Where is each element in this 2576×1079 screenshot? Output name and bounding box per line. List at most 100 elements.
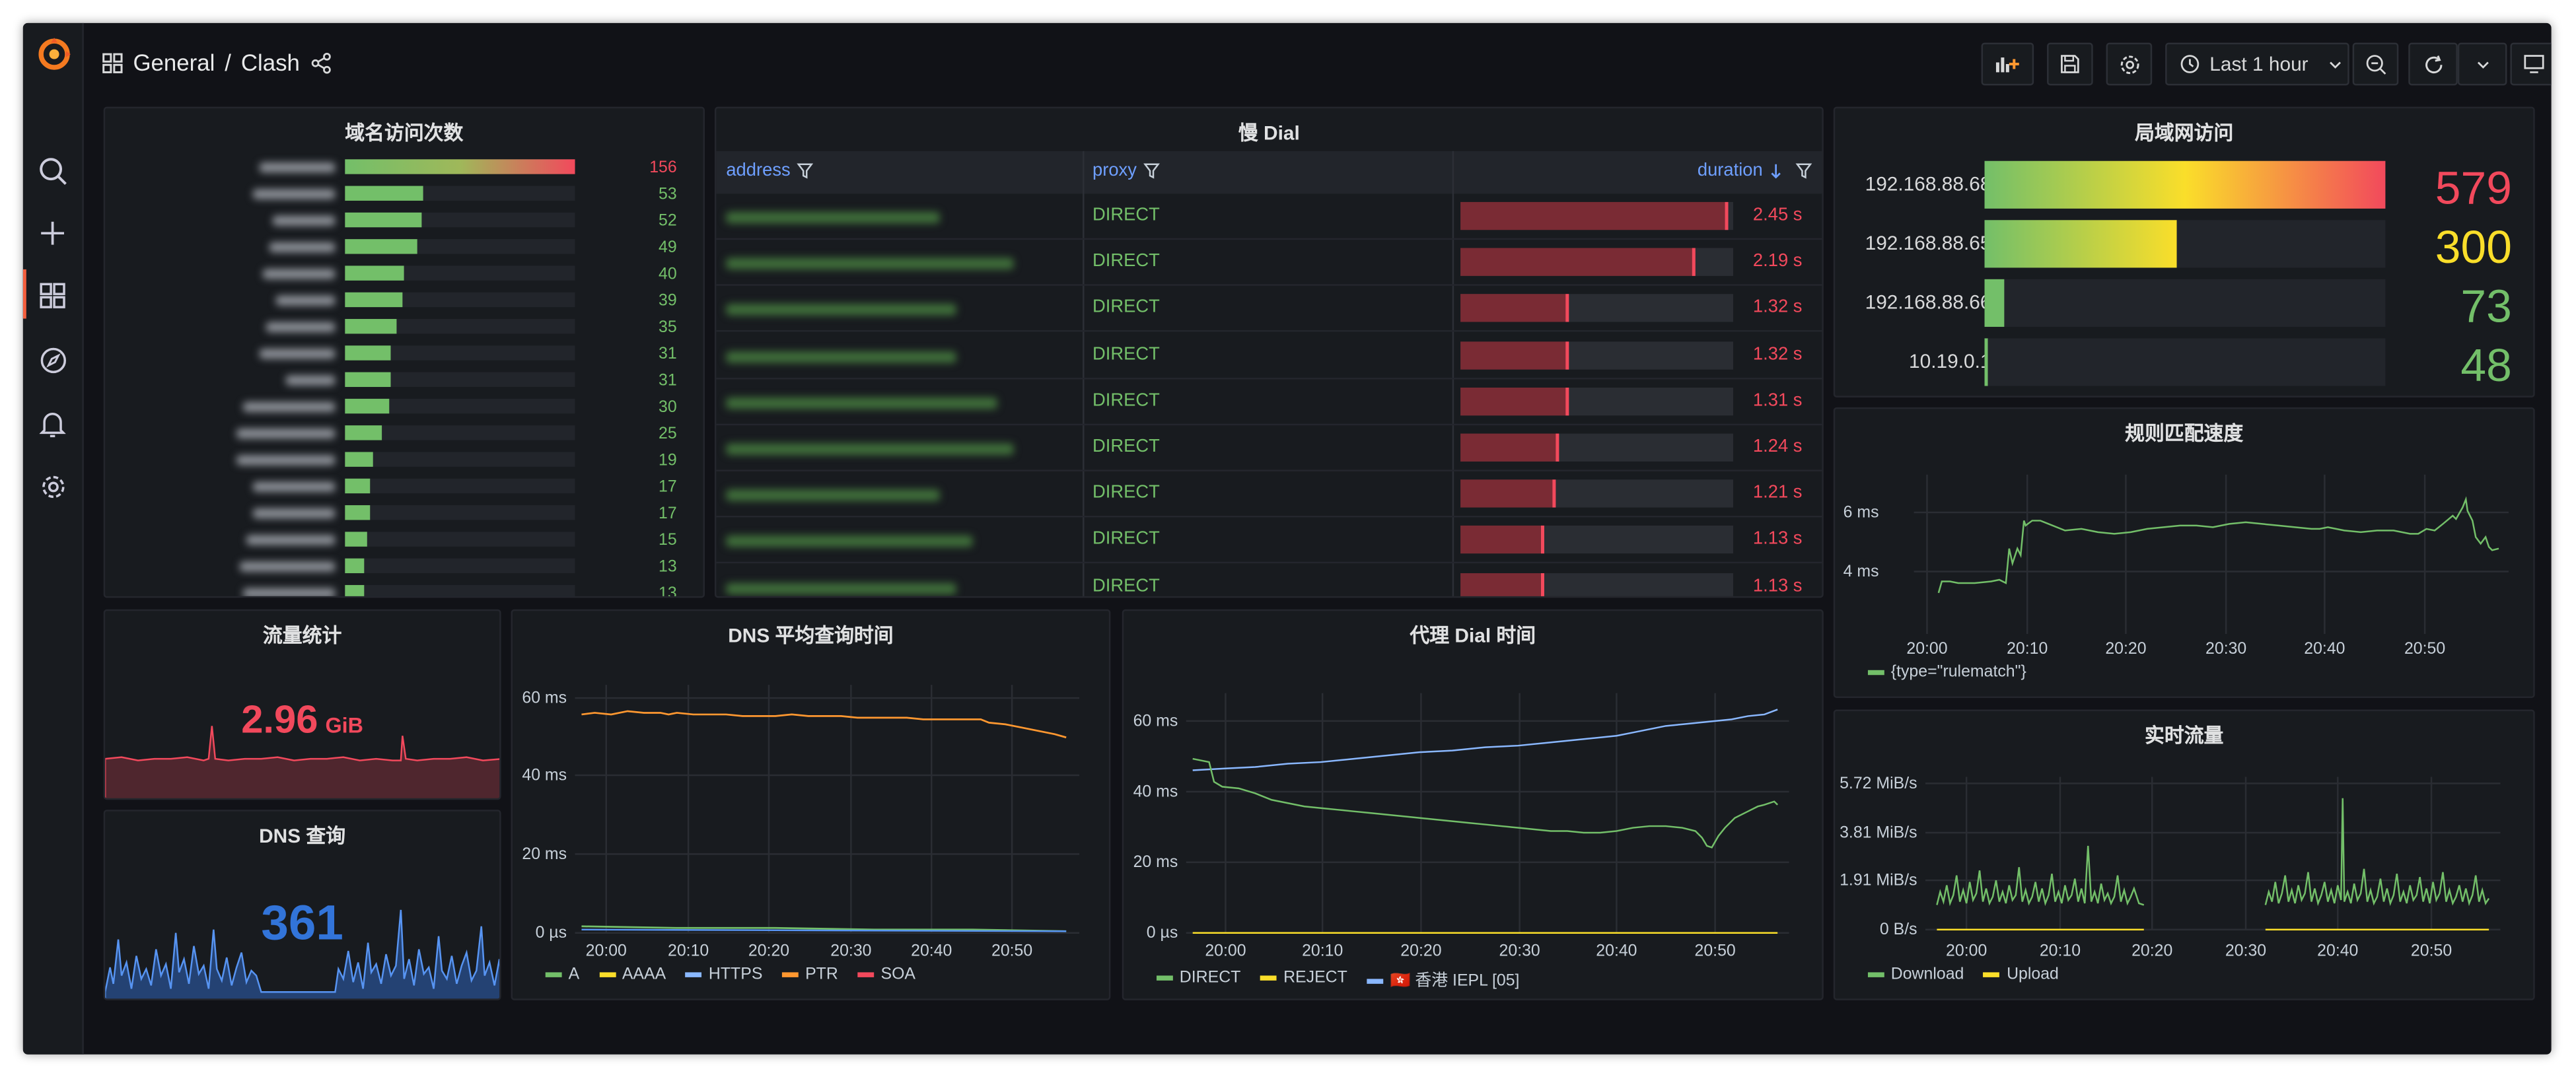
legend-item[interactable]: Upload [1984,965,2059,984]
breadcrumb-separator: / [225,49,231,76]
table-row[interactable]: DIRECT 1.31 s [716,379,1822,425]
x-tick-label: 20:30 [830,942,871,960]
legend-label: A [568,965,580,984]
tv-mode-button[interactable] [2510,42,2552,86]
table-row[interactable]: DIRECT 1.13 s [716,518,1822,565]
y-tick-label: 4 ms [1843,562,1879,580]
panel-title[interactable]: 慢 Dial [1238,122,1300,145]
domain-bar [345,319,397,334]
proxy-cell: DIRECT [1092,205,1160,225]
panel-title[interactable]: 域名访问次数 [345,122,464,145]
dns-stat-value: 361 [261,897,343,952]
legend-item[interactable]: PTR [782,965,838,984]
explore-compass-icon[interactable] [36,343,69,376]
add-panel-button[interactable] [1981,42,2034,86]
dashboards-grid-icon[interactable] [36,279,69,312]
table-header [716,151,1822,194]
bar-track [345,532,575,547]
panel-title[interactable]: 规则匹配速度 [2125,422,2244,446]
refresh-interval-dropdown[interactable] [2457,42,2507,86]
domain-bar [345,345,391,361]
duration-gauge-fill [1460,341,1570,369]
legend-item[interactable]: A [545,965,580,984]
domain-count: 53 [659,184,677,203]
monitor-icon [2523,55,2544,73]
breadcrumb-folder[interactable]: General [133,49,215,76]
panel-title[interactable]: 实时流量 [2145,724,2224,748]
address-cell-redacted [726,489,940,502]
legend-item[interactable]: {type="rulematch"} [1867,664,2026,681]
domain-visits-panel: 域名访问次数 156 53 52 49 40 39 35 31 31 30 25 19 17 17 15 13… [103,106,705,598]
grafana-logo-icon[interactable] [36,36,73,73]
breadcrumb-dashboard[interactable]: Clash [240,49,300,76]
time-range-picker[interactable]: Last 1 hour [2165,42,2349,86]
column-header-address[interactable]: address [726,161,814,181]
domain-count: 25 [659,424,677,442]
y-tick-label: 0 µs [536,923,567,942]
legend-item[interactable]: Download [1867,965,1964,984]
zoom-out-button[interactable] [2352,42,2399,86]
y-tick-label: 40 ms [522,765,567,784]
proxy-cell: DIRECT [1092,298,1160,318]
share-icon[interactable] [310,52,331,73]
table-row[interactable]: DIRECT 2.19 s [716,240,1822,287]
x-tick-label: 20:50 [1695,942,1736,960]
domain-count: 156 [649,158,676,176]
panel-title[interactable]: 流量统计 [262,624,342,647]
refresh-icon [2424,54,2442,73]
series-line-hk-iepl [1192,709,1778,771]
x-tick-label: 20:50 [2404,639,2445,658]
legend-item[interactable]: HTTPS [686,965,762,984]
configuration-gear-icon[interactable] [36,470,69,503]
duration-gauge-track [1460,479,1733,508]
save-dashboard-button[interactable] [2047,42,2093,86]
legend-item[interactable]: REJECT [1260,969,1347,987]
duration-cell: 2.19 s [1752,252,1803,271]
panel-title[interactable]: 局域网访问 [2135,122,2234,145]
table-row[interactable]: DIRECT 1.24 s [716,425,1822,471]
legend-item[interactable]: DIRECT [1156,969,1240,987]
chevron-down-icon [2476,61,2488,68]
legend-item[interactable]: AAAA [599,965,666,984]
create-plus-icon[interactable] [36,217,69,250]
y-tick-label: 3.81 MiB/s [1840,823,1917,841]
domain-label-redacted [262,269,336,279]
panel-title[interactable]: 代理 Dial 时间 [1410,624,1536,647]
panel-title[interactable]: DNS 平均查询时间 [728,624,894,647]
domain-label-redacted [285,375,336,386]
search-icon[interactable] [36,155,69,188]
dashboard-settings-button[interactable] [2106,42,2153,86]
panel-title[interactable]: DNS 查询 [259,824,346,848]
table-row[interactable]: DIRECT 1.21 s [716,471,1822,518]
table-row[interactable]: DIRECT 1.32 s [716,333,1822,379]
filter-icon[interactable] [797,162,814,179]
lan-bar-fill [1984,279,2005,327]
y-tick-label: 6 ms [1843,503,1879,521]
column-header-proxy[interactable]: proxy [1092,161,1160,181]
lan-bar-track [1984,220,2386,268]
column-header-duration[interactable]: duration [1698,161,1812,181]
legend-item[interactable]: SOA [857,965,915,984]
legend-label: REJECT [1283,969,1347,987]
lan-bar-track [1984,160,2386,209]
x-tick-label: 20:20 [748,942,789,960]
legend-item[interactable]: 🇭🇰 香港 IEPL [05] [1367,965,1519,991]
settings-gear-icon [2120,55,2139,73]
duration-gauge-fill [1460,201,1728,230]
alerting-bell-icon[interactable] [36,407,69,440]
duration-cell: 1.13 s [1752,575,1803,596]
table-row[interactable]: DIRECT 1.32 s [716,287,1822,333]
lan-bar-fill [1984,338,1989,386]
table-row[interactable]: DIRECT 2.45 s [716,193,1822,240]
table-row[interactable]: DIRECT 1.13 s [716,565,1822,596]
filter-icon[interactable] [1143,162,1160,179]
address-cell-redacted [726,304,956,316]
x-tick-label: 20:10 [1302,942,1343,960]
lan-count: 300 [2435,221,2512,273]
proxy-cell: DIRECT [1092,436,1160,457]
filter-icon[interactable] [1795,162,1812,179]
refresh-button[interactable] [2408,42,2458,86]
domain-bar [345,398,390,414]
domain-label-redacted [243,401,336,412]
series-line-direct [1192,757,1779,849]
